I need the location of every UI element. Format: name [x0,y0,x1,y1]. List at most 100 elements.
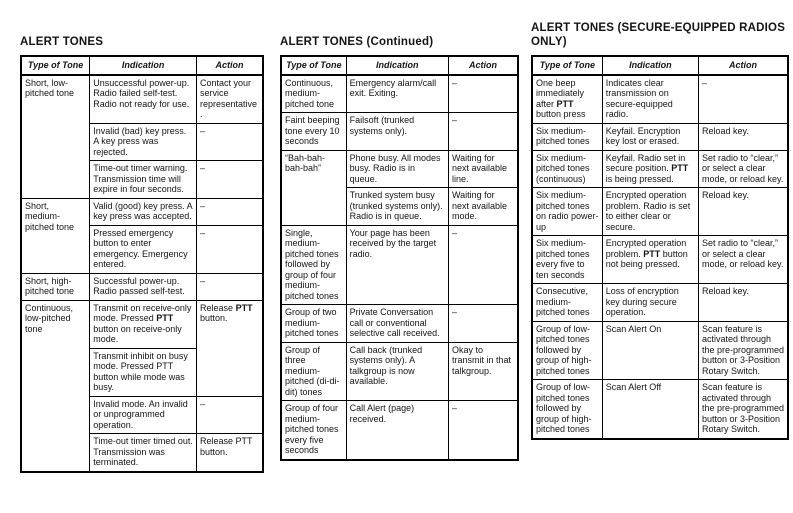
table-row: Time-out timer warning. Transmission tim… [21,160,264,199]
table-row: Short, low-pitched tone Unsuccessful powe… [20,74,264,199]
indication-cell: Call Alert (page) received. [345,400,449,460]
action-cell: Reload key. [697,283,789,322]
header-row: Type of Tone Indication Action [280,55,519,76]
indication-cell: Unsuccessful power-up. Radio failed self… [89,74,198,124]
indication-cell: Encrypted operation problem. Radio is se… [601,187,699,236]
action-cell: – [196,122,264,161]
tone-cell: Group of three medium-pitched (di-di-dit… [280,341,347,401]
indication-cell: Time-out timer warning. Transmission tim… [89,160,198,199]
action-cell: – [447,224,519,305]
action-cell: Set radio to “clear,” or select a clear … [697,149,789,188]
action-cell: Scan feature is activated through the pr… [697,379,789,439]
indication-cell: Failsoft (trunked systems only). [345,112,449,151]
table-row: Group of low-pitched tones followed by g… [531,320,789,380]
tone-cell: Six medium-pitched tones on radio power-… [531,187,603,236]
table-row: “Bah-bah-bah-bah” Phone busy. All modes b… [280,149,519,226]
action-cell: – [196,197,264,226]
alert-tones-secure-section: ALERT TONES (SECURE-EQUIPPED RADIOS ONLY… [531,12,789,440]
tone-cell: Continuous, medium-pitched tone [280,74,347,113]
action-cell: Waiting for next available mode. [447,187,519,226]
indication-cell: Invalid (bad) key press. A key press was… [89,122,198,161]
page-title-continued: ALERT TONES (Continued) [280,35,434,48]
action-cell: Contact your service representative. [196,74,264,124]
tone-cell: “Bah-bah-bah-bah” [280,149,347,226]
column-header: Action [697,55,789,76]
table-header: Type of Tone Indication Action [531,55,789,76]
action-cell: Reload key. [697,187,789,236]
action-cell: Waiting for next available line. [447,149,519,188]
table-row: Single, medium-pitched tones followed by… [280,224,519,305]
table-row: Invalid mode. An invalid or unprogrammed… [21,395,264,434]
indication-cell: Phone busy. All modes busy. Radio is in … [345,149,449,188]
table-row: Group of three medium-pitched (di-di-dit… [280,341,519,401]
indication-cell: Private Conversation call or conventiona… [345,304,449,343]
indication-cell: Your page has been received by the targe… [345,224,449,305]
indication-cell: Loss of encryption key during secure ope… [601,283,699,322]
column-header: Type of Tone [531,55,603,76]
action-cell: Release PTT button. [196,433,264,472]
table-body: Continuous, medium-pitched tone Emergency… [280,74,519,460]
action-cell: – [447,112,519,151]
table-row: Group of two medium-pitched tones Private… [280,304,519,343]
page-title: ALERT TONES [20,35,104,48]
table-row: Group of low-pitched tones followed by g… [531,379,789,439]
tone-cell: Six medium-pitched tones [531,122,603,151]
indication-cell: Call back (trunked systems only). A talk… [345,341,449,401]
table-row: Six medium-pitched tones on radio power-… [531,187,789,236]
column-header: Indication [601,55,699,76]
alert-tones-continued-section: ALERT TONES (Continued) Type of Tone Indi… [280,12,519,461]
indication-cell: Invalid mode. An invalid or unprogrammed… [89,395,198,434]
tone-cell: Single, medium-pitched tones followed by… [280,224,347,305]
indication-cell: Successful power-up. Radio passed self-t… [89,272,198,301]
column-header: Type of Tone [20,55,91,76]
alert-tones-secure-table: Type of Tone Indication Action One beep imm… [531,55,789,440]
column-header: Action [447,55,519,76]
tone-cell: Short, high-pitched tone [20,272,91,301]
table-row: Continuous, low-pitched tone Transmit on … [20,299,264,472]
table-row: Trunked system busy (trunked systems onl… [281,187,519,226]
column-header: Indication [89,55,198,76]
tone-cell: Group of two medium-pitched tones [280,304,347,343]
header-row: Type of Tone Indication Action [20,55,264,76]
table-row: Transmit inhibit on busy mode. Pressed P… [21,347,263,397]
table-row: Six medium-pitched tones (continuous) Key… [531,149,789,188]
action-cell: Release PTT button. [196,299,264,397]
action-cell: – [196,224,264,274]
tone-cell: One beep immediately after PTT button pr… [531,74,603,124]
action-cell: – [196,272,264,301]
indication-cell: Emergency alarm/call exit. Exiting. [345,74,449,113]
column-header: Indication [345,55,449,76]
table-header: Type of Tone Indication Action [20,55,264,76]
indication-cell: Indicates clear transmission on secure-e… [601,74,699,124]
indication-cell: Keyfail. Encryption key lost or erased. [601,122,699,151]
table-body: Short, low-pitched tone Unsuccessful powe… [20,74,264,472]
indication-cell: Scan Alert Off [601,379,699,439]
tone-cell: Group of low-pitched tones followed by g… [531,379,603,439]
alert-tones-section: ALERT TONES Type of Tone Indication Action… [20,12,264,473]
table-row: Group of four medium-pitched tones every… [280,400,519,460]
indication-cell: Keyfail. Radio set in secure position. P… [601,149,699,188]
tone-cell: Group of four medium-pitched tones every… [280,400,347,460]
indication-cell: Valid (good) key press. A key press was … [89,197,198,226]
indication-cell: Encrypted operation problem. PTT button … [601,235,699,284]
page-title-secure: ALERT TONES (SECURE-EQUIPPED RADIOS ONLY… [531,22,786,48]
table-row: Short, high-pitched tone Successful power… [20,272,264,301]
action-cell: – [447,400,519,460]
action-cell: – [196,395,264,434]
indication-cell: Scan Alert On [601,320,699,380]
table-row: Continuous, medium-pitched tone Emergency… [280,74,519,113]
table-row: Consecutive, medium-pitched tones Loss of… [531,283,789,322]
tone-cell: Short, low-pitched tone [20,74,91,199]
action-cell: – [697,74,789,124]
alert-tones-table: Type of Tone Indication Action Short, low-p… [20,55,264,473]
table-row: Short, medium-pitched tone Valid (good) k… [20,197,264,274]
alert-tones-continued-table: Type of Tone Indication Action Continuous, … [280,55,519,461]
table-row: One beep immediately after PTT button pr… [531,74,789,124]
indication-cell: Transmit inhibit on busy mode. Pressed P… [89,347,198,397]
column-header: Type of Tone [280,55,347,76]
tone-cell: Six medium-pitched tones every five to t… [531,235,603,284]
tone-cell: Consecutive, medium-pitched tones [531,283,603,322]
table-row: Pressed emergency button to enter emerge… [21,224,264,274]
indication-cell: Transmit on receive-only mode. Pressed P… [89,299,198,349]
